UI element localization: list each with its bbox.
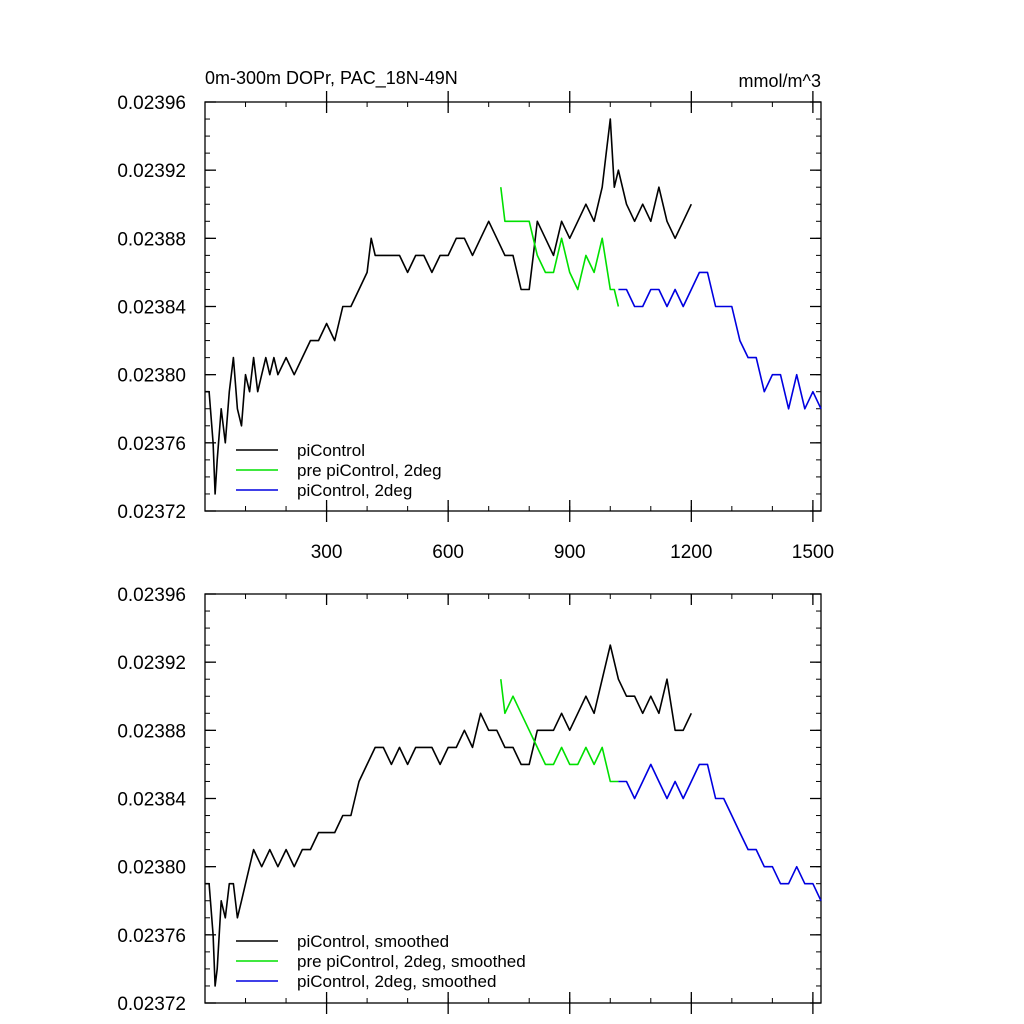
top-legend-label: piControl, 2deg <box>297 481 412 500</box>
bottom-y-tick-label: 0.02388 <box>117 721 186 742</box>
bottom-legend-label: piControl, smoothed <box>297 932 449 951</box>
top-y-tick-label: 0.02380 <box>117 366 186 387</box>
top-series-line-3 <box>618 271 822 410</box>
top-panel: 0m-300m DOPr, PAC_18N-49N mmol/m^3 0.023… <box>117 68 834 563</box>
bottom-y-tick-label: 0.02396 <box>117 585 186 606</box>
bottom-y-tick-label: 0.02384 <box>117 790 186 811</box>
top-x-tick-label: 1200 <box>670 542 712 563</box>
bottom-y-tick-label: 0.02376 <box>117 926 186 947</box>
top-x-tick-label: 600 <box>432 542 464 563</box>
bottom-y-tick-label: 0.02380 <box>117 858 186 879</box>
top-legend-label: pre piControl, 2deg <box>297 461 442 480</box>
top-legend-label: piControl <box>297 441 365 460</box>
top-x-tick-label: 300 <box>311 542 343 563</box>
top-y-tick-label: 0.02372 <box>117 502 186 523</box>
bottom-series-line-2 <box>500 679 619 783</box>
top-y-tick-label: 0.02396 <box>117 93 186 114</box>
top-y-tick-label: 0.02388 <box>117 229 186 250</box>
bottom-y-tick-label: 0.02372 <box>117 994 186 1015</box>
top-x-tick-label: 900 <box>554 542 586 563</box>
top-panel-units: mmol/m^3 <box>739 71 821 91</box>
bottom-legend-label: pre piControl, 2deg, smoothed <box>297 952 526 971</box>
top-x-tick-label: 1500 <box>792 542 834 563</box>
bottom-series-line-1 <box>205 644 693 987</box>
bottom-series-line-3 <box>618 763 822 902</box>
top-panel-title: 0m-300m DOPr, PAC_18N-49N <box>205 68 458 89</box>
bottom-panel: 0.02372 0.02376 0.02380 0.02384 0.02388 0.023… <box>117 585 822 1015</box>
top-series-line-2 <box>500 187 620 307</box>
top-y-tick-label: 0.02392 <box>117 161 186 182</box>
top-y-tick-label: 0.02384 <box>117 298 186 319</box>
bottom-legend-label: piControl, 2deg, smoothed <box>297 972 496 991</box>
top-series-line-1 <box>205 118 693 495</box>
top-y-tick-label: 0.02376 <box>117 434 186 455</box>
bottom-y-tick-label: 0.02392 <box>117 653 186 674</box>
